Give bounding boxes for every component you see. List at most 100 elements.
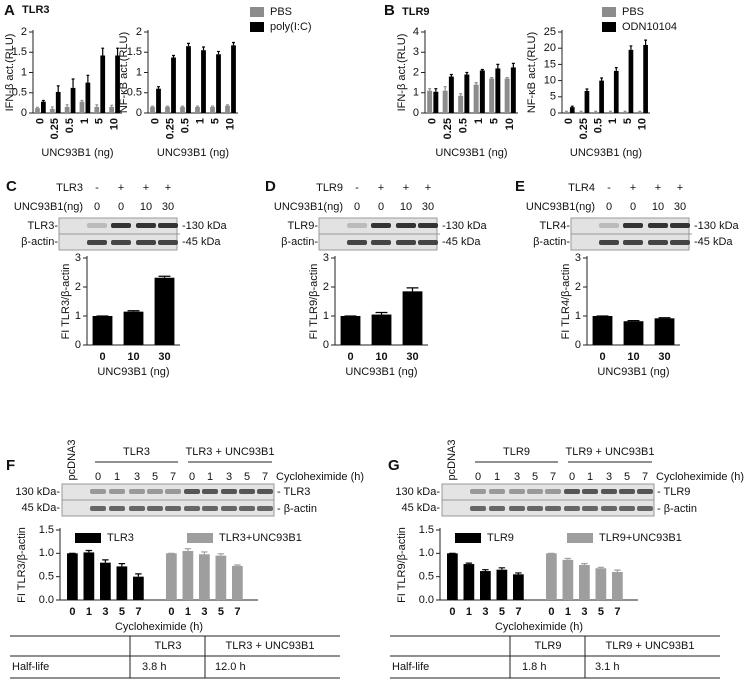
error-bar [166,105,169,107]
band [527,506,543,511]
error-bar [196,105,199,107]
error-bar [71,78,75,88]
error-bar [638,110,642,113]
lane-label: 0 [95,471,101,483]
error-bar [594,110,598,113]
band [202,489,218,494]
error-bar [86,74,90,83]
error-bar [157,86,160,89]
x-tick-label: 10 [127,351,139,363]
y-tick-label: 1.5 [39,524,54,536]
lane-label: 5 [532,471,538,483]
x-tick-label: 5 [119,606,125,618]
band [158,223,178,228]
band [136,223,156,228]
bar [427,90,433,113]
y-tick-label: 0.5 [419,571,434,583]
error-bar [50,106,54,109]
x-tick-label: 5 [218,606,224,618]
bar [569,107,575,113]
bar [579,565,590,600]
lane-label: 0 [118,201,124,213]
y-tick-label: 1.5 [12,46,27,58]
error-bar [234,564,241,566]
lane-label: + [165,182,171,194]
x-tick-label: 7 [135,606,141,618]
table-cell: 1.8 h [522,661,546,673]
bar [564,112,569,113]
bar [165,106,170,113]
error-bar [56,85,60,92]
x-tick-label: 7 [234,606,240,618]
error-bar [623,110,627,113]
x-tick-label: 3 [102,606,108,618]
band [87,223,107,228]
y-tick-label: 0 [413,107,419,119]
error-bar [375,311,388,315]
y-axis-label: FI TLR3/β-actin [60,264,72,340]
band [648,223,668,228]
band [509,489,525,494]
lane-label: 7 [642,471,648,483]
lane-label: + [378,182,384,194]
y-tick-label: 0.5 [12,87,27,99]
band [599,223,619,228]
bar [133,576,144,600]
bar [182,551,194,600]
band [371,223,391,228]
y-axis-label: FI TLR3/β-actin [16,527,28,603]
error-bar [434,88,438,92]
error-bar [65,104,69,107]
marker-label: 45 kDa- [21,502,60,514]
lane-label: - [355,182,359,194]
bar [608,112,613,113]
legend-swatch [567,533,593,543]
legend-label: TLR9 [487,532,514,544]
error-bar [459,93,463,96]
error-bar [116,47,119,56]
error-bar [465,71,469,75]
x-tick-label: 5 [598,606,604,618]
band [129,506,145,511]
x-tick-label: 5 [489,118,501,124]
band-label: β-actin- [281,236,318,248]
marker-label: -130 kDa [442,220,488,232]
band [564,489,580,494]
x-tick-label: 7 [614,606,620,618]
bar [195,106,200,113]
y-tick-label: 1 [413,87,419,99]
lane-label: + [403,182,409,194]
x-tick-label: 0.25 [442,118,454,139]
x-tick-label: 0 [149,118,161,124]
x-tick-label: 3 [482,606,488,618]
band [599,240,619,245]
band [221,506,237,511]
bar [628,49,634,113]
x-tick-label: 0.5 [593,118,605,133]
band [489,489,505,494]
band [109,489,125,494]
bar [55,91,61,113]
lane-label: 1 [494,471,500,483]
marker-label: 130 kDa- [15,486,60,498]
bar [215,555,227,600]
y-axis-label: IFN-β act.(RLU) [396,34,408,112]
panel-letter: A [4,2,15,19]
legend-swatch [602,22,616,32]
x-tick-label: 5 [94,118,106,124]
bar [231,45,236,113]
lane-label: 10 [400,201,412,213]
y-tick-label: 0 [550,107,556,119]
error-bar [95,104,99,107]
group-label: TLR9 + UNC93B1 [566,446,655,458]
bar [495,68,501,113]
band [601,506,617,511]
band [470,506,486,511]
legend-swatch [187,533,213,543]
band [371,240,391,245]
x-axis-label: UNC93B1 (ng) [570,147,642,159]
bar [171,57,176,113]
x-tick-label: 1 [473,118,485,124]
band [396,240,416,245]
